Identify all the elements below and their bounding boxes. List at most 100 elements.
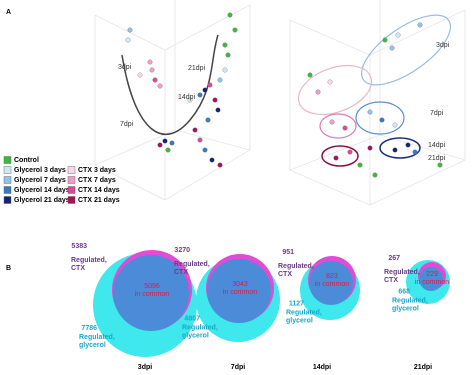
- ctx-label: CTX: [384, 277, 398, 284]
- legend-label: Control: [14, 157, 39, 164]
- legend-label: Glycerol 21 days: [14, 197, 70, 204]
- dot: [329, 119, 335, 125]
- dot: [227, 12, 233, 18]
- dot: [197, 137, 203, 143]
- ctx-label: Regulated,: [278, 263, 314, 270]
- legend-swatch: [3, 156, 12, 164]
- dot: [157, 142, 163, 148]
- dot: [367, 109, 373, 115]
- common-count: 229: [426, 271, 438, 278]
- dot: [392, 122, 398, 128]
- common-count: 823: [326, 273, 338, 280]
- dot: [202, 87, 208, 93]
- dot: [342, 125, 348, 131]
- legend: Control Glycerol 3 days Glycerol 7 days Gly…: [3, 156, 120, 204]
- dot: [207, 82, 213, 88]
- glycerol-label: Regulated,: [392, 298, 428, 305]
- dot: [357, 162, 363, 168]
- legend-swatch: [3, 196, 12, 204]
- legend-label: CTX 21 days: [78, 197, 120, 204]
- annotation: 14dpi: [178, 94, 196, 101]
- dot: [157, 83, 163, 89]
- dot: [405, 142, 411, 148]
- dot: [333, 155, 339, 161]
- legend-label: Glycerol 14 days: [14, 187, 70, 194]
- legend-swatch: [3, 186, 12, 194]
- scatter-dots: 3dpi 7dpi 14dpi 21dpi 3dpi 7dpi 14dpi 21dpi: [118, 12, 450, 178]
- annotation: 7dpi: [120, 121, 134, 128]
- annotation: 7dpi: [430, 110, 444, 117]
- glycerol-count: 7786: [81, 325, 97, 332]
- glycerol-label: Regulated,: [79, 334, 115, 341]
- left-plot-frame: [94, 0, 251, 201]
- common-count: 5096: [144, 283, 160, 290]
- glycerol-count: 668: [398, 289, 410, 296]
- common-label: in common: [135, 291, 169, 298]
- legend-label: CTX 7 days: [78, 177, 116, 184]
- panel-label: B: [6, 265, 11, 272]
- ctx-count: 951: [282, 249, 294, 256]
- dot: [392, 147, 398, 153]
- dot: [437, 162, 443, 168]
- common-label: in common: [315, 281, 349, 288]
- dot: [215, 107, 221, 113]
- annotation: 21dpi: [428, 155, 446, 162]
- ctx-count: 267: [388, 255, 400, 262]
- dot: [205, 117, 211, 123]
- dot: [197, 92, 203, 98]
- dot: [217, 162, 223, 168]
- legend-label: CTX 3 days: [78, 167, 116, 174]
- ctx-label: CTX: [174, 269, 188, 276]
- dot: [379, 117, 385, 123]
- glycerol-label: glycerol: [286, 317, 313, 324]
- dot: [162, 138, 168, 144]
- common-area: [113, 255, 189, 331]
- dot: [307, 72, 313, 78]
- glycerol-label: glycerol: [392, 306, 419, 313]
- panel-label: A: [6, 9, 11, 16]
- glycerol-count: 1127: [289, 300, 304, 307]
- dot: [347, 149, 353, 155]
- right-plot-frame: [289, 0, 466, 206]
- annotation: 14dpi: [428, 142, 446, 149]
- dot: [137, 72, 143, 78]
- dot: [367, 145, 373, 151]
- dot: [217, 77, 223, 83]
- dot: [187, 97, 193, 103]
- dot: [209, 157, 215, 163]
- time-label: 7dpi: [231, 364, 245, 371]
- dot: [202, 147, 208, 153]
- dot: [222, 42, 228, 48]
- dot: [165, 147, 171, 153]
- dot: [152, 77, 158, 83]
- dot: [222, 67, 228, 73]
- legend-swatch: [3, 166, 12, 174]
- glycerol-label: Regulated,: [286, 309, 322, 316]
- legend-label: Glycerol 3 days: [14, 167, 66, 174]
- common-count: 3043: [232, 281, 248, 288]
- dot: [127, 27, 133, 33]
- common-area: [419, 267, 443, 291]
- ctx-label: Regulated,: [384, 269, 420, 276]
- dot: [412, 149, 418, 155]
- legend-label: Glycerol 7 days: [14, 177, 66, 184]
- annotation: 21dpi: [188, 65, 206, 72]
- legend-label: CTX 14 days: [78, 187, 120, 194]
- dot: [395, 32, 401, 38]
- common-area: [207, 259, 271, 323]
- time-label: 3dpi: [138, 364, 152, 371]
- legend-swatch: [67, 196, 76, 204]
- dot: [212, 97, 218, 103]
- ctx-count: 3270: [174, 247, 190, 254]
- time-label: 14dpi: [313, 364, 331, 371]
- dot: [232, 27, 238, 33]
- glycerol-label: glycerol: [182, 333, 209, 340]
- dot: [417, 22, 423, 28]
- glycerol-label: glycerol: [79, 342, 106, 349]
- dot: [225, 52, 231, 58]
- glycerol-label: Regulated,: [182, 325, 218, 332]
- dot: [149, 67, 155, 73]
- dot: [125, 37, 131, 43]
- legend-swatch: [3, 176, 12, 184]
- dot: [382, 37, 388, 43]
